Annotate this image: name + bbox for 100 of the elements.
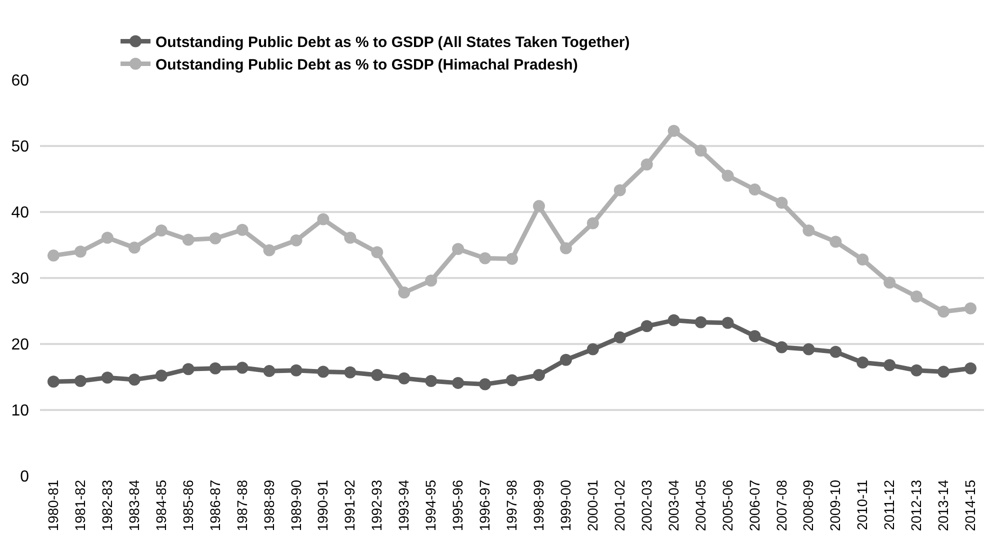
point: [802, 343, 815, 356]
y-tick-label: 0: [20, 468, 30, 486]
point: [344, 232, 356, 244]
point: [884, 276, 896, 289]
point: [856, 356, 869, 368]
point: [694, 144, 707, 157]
y-tick-label: 40: [11, 204, 30, 222]
x-tick-label: 1989-90: [288, 480, 304, 532]
point: [425, 274, 438, 287]
point: [938, 306, 950, 318]
x-tick-label: 2006-07: [746, 480, 762, 532]
y-tick-label: 50: [11, 138, 30, 156]
x-tick-label: 1995-96: [450, 480, 466, 532]
point: [479, 378, 492, 390]
x-tick-label: 1994-95: [422, 480, 439, 532]
x-tick-label: 2002-03: [638, 480, 654, 532]
point: [830, 236, 842, 248]
point: [209, 232, 222, 244]
x-tick-label: 2004-05: [692, 480, 708, 532]
point: [47, 250, 60, 262]
point: [830, 346, 842, 358]
x-tick-label: 1999-00: [557, 480, 574, 532]
x-tick-label: 1992-93: [368, 480, 385, 532]
y-tick-label: 60: [11, 72, 30, 90]
point: [722, 316, 734, 329]
point: [910, 364, 923, 376]
x-tick-label: 1983-84: [126, 480, 142, 532]
point: [236, 362, 248, 374]
point: [74, 374, 86, 387]
x-tick-label: 1980-81: [45, 480, 62, 532]
x-tick-label: 1984-85: [152, 480, 169, 532]
point: [938, 366, 950, 378]
x-tick-label: 1982-83: [98, 480, 115, 532]
point: [748, 330, 761, 342]
point: [128, 374, 140, 386]
point: [614, 331, 626, 344]
point: [209, 362, 222, 374]
point: [317, 366, 330, 378]
legend-label: Outstanding Public Debt as % to GSDP (Himachal Pradesh): [156, 56, 578, 74]
point: [344, 366, 356, 378]
point: [964, 362, 977, 374]
point: [614, 184, 626, 196]
point: [668, 314, 680, 326]
x-tick-label: 2012-13: [908, 480, 924, 532]
point: [776, 341, 788, 354]
x-tick-label: 2007-08: [773, 480, 790, 532]
point: [398, 286, 410, 299]
point: [101, 372, 114, 384]
point: [317, 213, 330, 226]
point: [182, 363, 194, 376]
x-tick-label: 2003-04: [665, 480, 682, 532]
y-tick-label: 30: [11, 270, 30, 288]
x-tick-label: 1993-94: [396, 480, 412, 532]
point: [722, 170, 734, 182]
x-tick-label: 1985-86: [180, 480, 196, 532]
point: [155, 224, 168, 236]
point: [668, 124, 680, 137]
point: [398, 372, 410, 384]
point: [479, 252, 492, 264]
point: [182, 234, 194, 246]
point: [560, 354, 572, 366]
x-tick-label: 2013-14: [935, 480, 952, 532]
legend-label: Outstanding Public Debt as % to GSDP (All States Taken Together): [156, 34, 630, 52]
x-tick-label: 2011-12: [881, 480, 898, 530]
point: [694, 316, 707, 328]
point: [560, 242, 572, 254]
x-tick-label: 1990-91: [314, 480, 331, 532]
point: [776, 196, 788, 209]
x-tick-label: 1996-97: [476, 480, 493, 532]
point: [856, 254, 869, 266]
point: [506, 252, 518, 265]
x-tick-label: 1991-92: [342, 480, 358, 532]
x-tick-label: 1987-88: [234, 480, 250, 532]
point: [155, 370, 168, 382]
point: [884, 359, 896, 372]
x-tick-label: 1981-82: [72, 480, 88, 532]
point: [506, 374, 518, 386]
point: [748, 184, 761, 196]
point: [290, 234, 302, 246]
point: [74, 246, 86, 258]
x-tick-label: 2014-15: [962, 480, 978, 532]
point: [964, 302, 977, 314]
x-tick-label: 2010-11: [854, 480, 870, 530]
point: [532, 369, 545, 382]
point: [425, 374, 438, 387]
point: [128, 242, 140, 254]
x-tick-label: 2009-10: [827, 480, 844, 532]
x-tick-label: 2000-01: [584, 480, 600, 532]
point: [263, 365, 276, 378]
point: [263, 244, 276, 256]
x-tick-label: 1997-98: [504, 480, 520, 532]
y-tick-label: 10: [11, 402, 30, 420]
point: [586, 343, 599, 356]
point: [236, 224, 248, 236]
x-tick-label: 2008-09: [800, 480, 816, 532]
x-tick-label: 1986-87: [206, 480, 223, 532]
point: [532, 200, 545, 212]
y-tick-label: 20: [11, 336, 30, 354]
x-tick-label: 1998-99: [530, 480, 547, 532]
x-tick-label: 1988-89: [260, 480, 277, 532]
